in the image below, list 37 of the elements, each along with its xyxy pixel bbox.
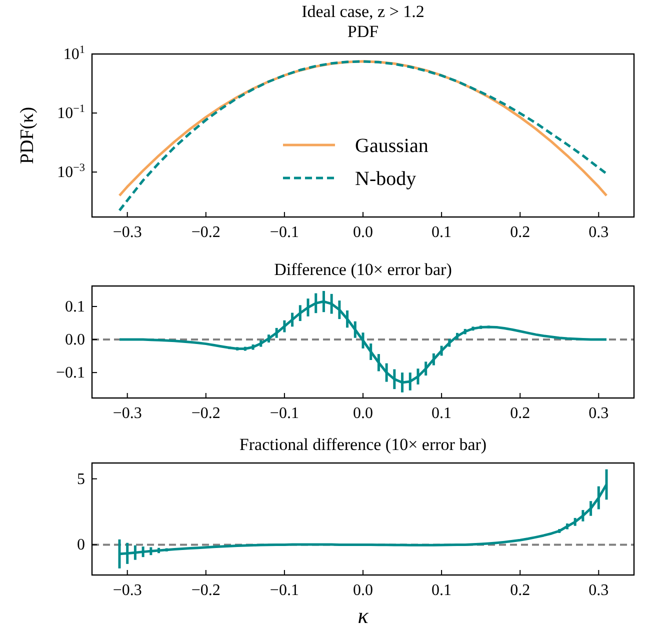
x-tick-label: 0.1 xyxy=(432,224,452,241)
x-tick-label: 0.1 xyxy=(432,405,452,422)
x-tick-label: 0.1 xyxy=(432,582,452,599)
x-tick-label: −0.2 xyxy=(191,582,220,599)
x-tick-label: −0.1 xyxy=(270,582,299,599)
y-tick-label: −0.1 xyxy=(56,364,85,382)
x-tick-label: −0.2 xyxy=(191,224,220,241)
y-axis-title: PDF(κ) xyxy=(17,106,38,164)
y-tick-label: 10$^{−1}$ xyxy=(57,103,85,122)
x-tick-label: −0.1 xyxy=(270,405,299,422)
x-tick-label: 0.3 xyxy=(588,224,609,241)
y-tick-label: 0 xyxy=(77,536,85,554)
x-tick-label: −0.3 xyxy=(112,224,142,241)
legend-label: N-body xyxy=(355,168,416,190)
x-tick-label: 0.3 xyxy=(588,405,609,422)
x-tick-label: −0.2 xyxy=(191,405,220,422)
x-tick-label: 0.0 xyxy=(353,224,373,241)
chart-title: Fractional difference (10× error bar) xyxy=(239,435,487,454)
x-tick-label: 0.0 xyxy=(353,582,373,599)
legend-label: Gaussian xyxy=(355,135,428,157)
chart-title: Difference (10× error bar) xyxy=(274,260,452,279)
y-tick-label: 10$^{−3}$ xyxy=(57,162,86,182)
y-tick-label: 5 xyxy=(77,470,85,488)
x-tick-label: −0.3 xyxy=(112,582,142,599)
x-tick-label: 0.0 xyxy=(353,405,373,422)
chart-subtitle: PDF xyxy=(347,22,379,41)
x-tick-label: −0.1 xyxy=(270,224,299,241)
x-axis-title: κ xyxy=(358,603,369,628)
y-tick-label: 10$^{1}$ xyxy=(63,44,85,63)
chart-title: Ideal case, z > 1.2 xyxy=(302,2,424,21)
x-tick-label: 0.3 xyxy=(588,582,609,599)
x-tick-label: 0.2 xyxy=(510,582,530,599)
x-tick-label: −0.3 xyxy=(112,405,142,422)
y-tick-label: 0.1 xyxy=(65,298,85,316)
x-tick-label: 0.2 xyxy=(510,405,530,422)
x-tick-label: 0.2 xyxy=(510,224,530,241)
y-tick-label: 0.0 xyxy=(65,332,85,349)
